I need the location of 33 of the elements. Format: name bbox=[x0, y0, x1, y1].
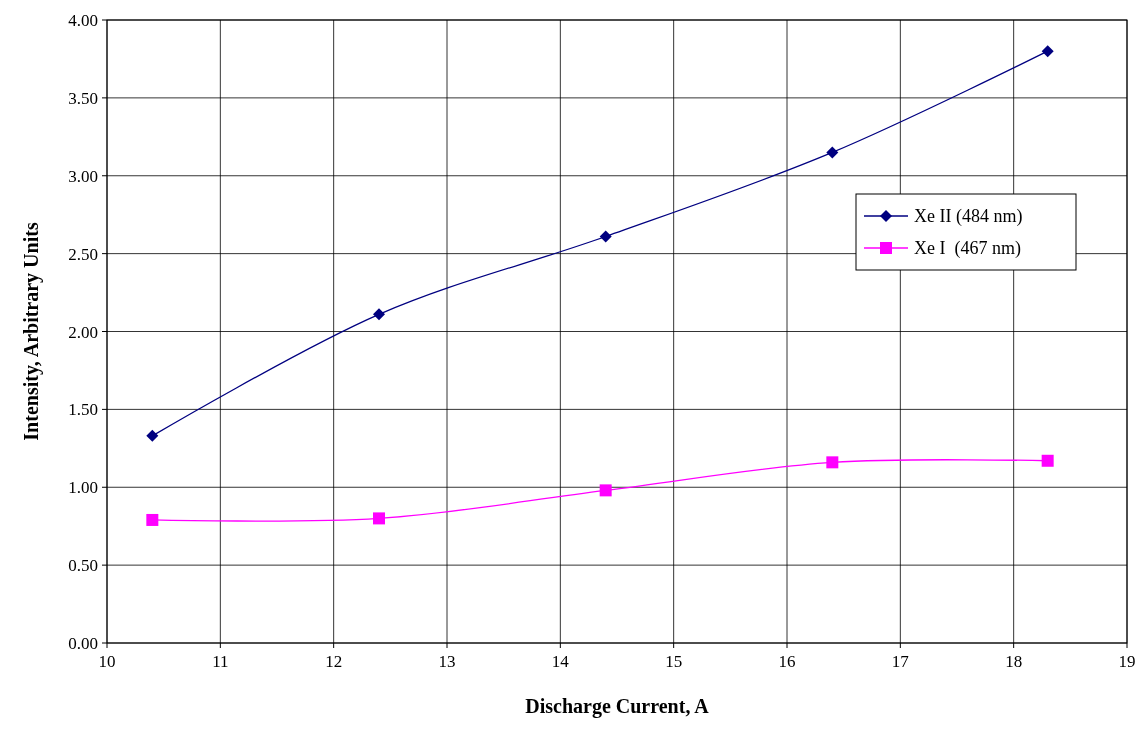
x-tick-label: 14 bbox=[551, 652, 570, 671]
x-tick-label: 12 bbox=[325, 652, 343, 671]
point bbox=[1041, 454, 1054, 467]
y-tick-label: 0.00 bbox=[68, 634, 98, 653]
y-tick-label: 1.00 bbox=[68, 478, 98, 498]
point bbox=[599, 484, 612, 497]
y-tick-label: 0.50 bbox=[68, 556, 98, 576]
y-tick-label: 2.50 bbox=[68, 244, 98, 264]
x-tick-label: 18 bbox=[1005, 652, 1023, 671]
x-tick-label: 16 bbox=[778, 652, 796, 671]
legend-label: Xe II (484 nm) bbox=[914, 206, 1023, 227]
point bbox=[1041, 45, 1054, 58]
y-tick-label: 3.50 bbox=[68, 88, 98, 108]
y-tick-label: 4.00 bbox=[68, 11, 98, 30]
y-tick-label: 3.00 bbox=[68, 166, 98, 186]
point bbox=[146, 429, 159, 442]
x-tick-label: 10 bbox=[98, 652, 116, 671]
x-tick-label: 13 bbox=[438, 652, 456, 671]
x-tick-label: 17 bbox=[891, 652, 910, 671]
point bbox=[146, 513, 159, 526]
y-tick-label: 1.50 bbox=[68, 400, 98, 420]
point bbox=[373, 308, 385, 321]
point bbox=[599, 230, 612, 243]
y-axis-title: Intensity, Arbitrary Units bbox=[20, 222, 43, 441]
point bbox=[826, 146, 839, 159]
y-tick-label: 2.00 bbox=[68, 322, 98, 342]
point bbox=[826, 456, 839, 469]
x-tick-label: 11 bbox=[212, 652, 229, 671]
point bbox=[373, 512, 385, 525]
x-tick-label: 15 bbox=[665, 652, 683, 671]
x-tick-label: 19 bbox=[1118, 652, 1136, 671]
legend-label: Xe I (467 nm) bbox=[914, 238, 1021, 259]
x-axis-title: Discharge Current, A bbox=[525, 695, 710, 718]
